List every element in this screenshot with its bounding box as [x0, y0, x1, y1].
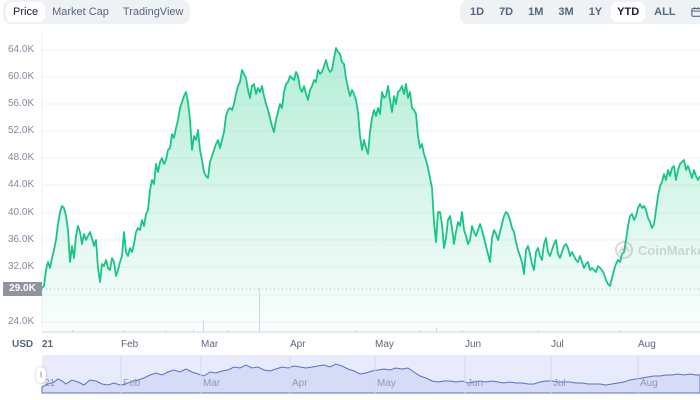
x-tick-label: May — [375, 339, 394, 350]
navigator-label: May — [377, 378, 396, 389]
x-tick-label: Aug — [638, 339, 656, 350]
navigator-line — [41, 363, 700, 394]
y-tick-label: 44.0K — [8, 179, 35, 190]
navigator-left-handle[interactable]: || — [36, 367, 46, 383]
x-tick-label: 21 — [42, 339, 54, 350]
currency-label: USD — [12, 339, 34, 350]
tab-market-cap[interactable]: Market Cap — [52, 6, 109, 18]
y-tick-label: 64.0K — [8, 44, 35, 55]
y-tick-label: 32.0K — [8, 261, 35, 272]
navigator-label: Apr — [292, 378, 308, 389]
coinmarketcap-logo-icon — [615, 241, 633, 259]
range-1y[interactable]: 1Y — [588, 6, 603, 18]
chart-type-tabs: Price Market Cap TradingView — [3, 0, 190, 24]
navigator-label: Jun — [467, 378, 484, 389]
navigator-label: 21 — [44, 378, 56, 389]
navigator-label: Jul — [553, 378, 566, 389]
x-tick-label: Jun — [465, 339, 482, 350]
range-ytd[interactable]: YTD — [611, 2, 646, 22]
time-range-selector: 1D 7D 1M 3M 1Y YTD ALL — [460, 0, 700, 24]
navigator-label: Mar — [203, 378, 221, 389]
navigator-label: Feb — [123, 378, 141, 389]
current-price-marker: 29.0K — [3, 282, 42, 296]
y-tick-label: 24.0K — [8, 316, 35, 327]
y-tick-label: 36.0K — [8, 234, 35, 245]
watermark-text: CoinMarketCap — [638, 242, 700, 258]
y-tick-label: 60.0K — [8, 71, 35, 82]
y-tick-label: 56.0K — [8, 98, 35, 109]
calendar-icon[interactable] — [690, 6, 700, 18]
price-line — [41, 47, 700, 289]
x-tick-label: Jul — [551, 339, 564, 350]
navigator-label: Aug — [640, 378, 658, 389]
range-7d[interactable]: 7D — [499, 6, 514, 18]
y-tick-label: 40.0K — [8, 207, 35, 218]
range-1d[interactable]: 1D — [470, 6, 485, 18]
y-tick-label: 48.0K — [8, 152, 35, 163]
range-all[interactable]: ALL — [654, 6, 676, 18]
x-tick-label: Apr — [290, 339, 306, 350]
y-tick-label: 52.0K — [8, 125, 35, 136]
tab-price[interactable]: Price — [6, 2, 46, 22]
x-tick-label: Mar — [201, 339, 219, 350]
coinmarketcap-watermark: CoinMarketCap — [614, 240, 700, 260]
x-tick-label: Feb — [121, 339, 139, 350]
volume-bars — [72, 288, 621, 332]
range-1m[interactable]: 1M — [528, 6, 544, 18]
tab-tradingview[interactable]: TradingView — [122, 6, 184, 18]
range-3m[interactable]: 3M — [558, 6, 574, 18]
